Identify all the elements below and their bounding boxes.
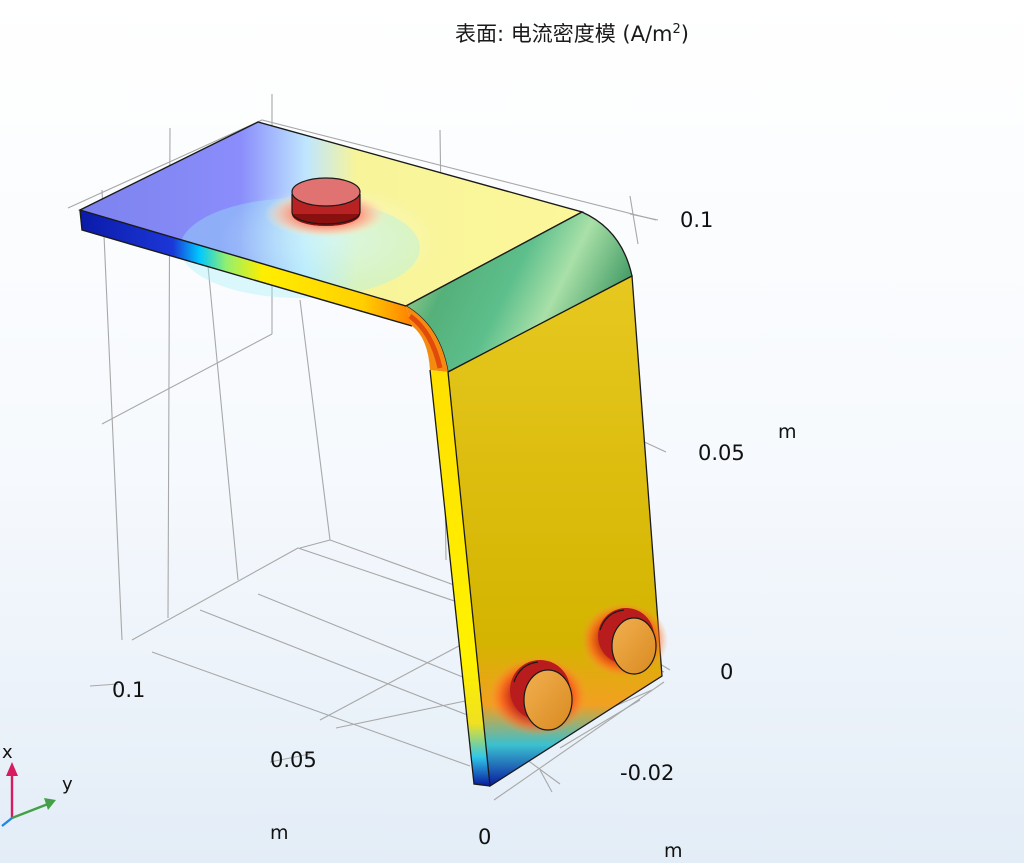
y-axis-unit: m [664, 840, 683, 862]
z-tick-label: 0 [720, 660, 734, 684]
leg-side-edge [430, 370, 490, 786]
x-tick-label: 0.05 [270, 748, 317, 772]
plot-title: 表面: 电流密度模 (A/m2) [0, 18, 1024, 48]
y-tick-label: -0.02 [620, 761, 675, 785]
x-tick-label: 0 [478, 825, 492, 849]
top-bolt-cap [291, 177, 361, 207]
plot-title-text: 表面: 电流密度模 (A/m [455, 22, 673, 46]
plot-title-exponent: 2 [672, 22, 681, 37]
x-tick-label: 0.1 [112, 678, 146, 702]
bottom-bolt-right-cap [611, 617, 657, 675]
axis-triad [1, 762, 56, 827]
top-plate-front-edge [80, 210, 412, 326]
x-axis-unit: m [270, 822, 289, 844]
triad-y-label: y [62, 774, 73, 795]
plot-title-suffix: ) [680, 22, 689, 46]
z-tick-label: 0.05 [698, 441, 745, 465]
triad-x-label: x [2, 742, 13, 763]
bottom-bolt-right[interactable] [598, 608, 657, 675]
bottom-bolt-left-cap [523, 669, 573, 731]
top-bolt[interactable] [291, 177, 361, 226]
z-tick-label: 0.1 [680, 208, 714, 232]
bottom-bolt-left[interactable] [510, 660, 573, 731]
z-axis-unit: m [778, 421, 797, 443]
